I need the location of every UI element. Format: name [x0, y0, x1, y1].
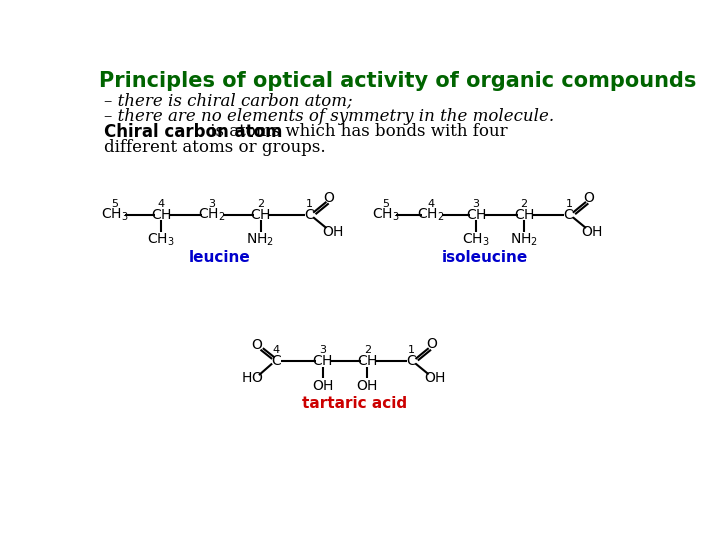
Text: 4: 4 — [158, 199, 165, 209]
Text: isoleucine: isoleucine — [442, 250, 528, 265]
Text: $\mathsf{CH_2}$: $\mathsf{CH_2}$ — [198, 207, 225, 223]
Text: $\mathsf{HO}$: $\mathsf{HO}$ — [241, 371, 264, 385]
Text: $\mathsf{CH}$: $\mathsf{CH}$ — [466, 208, 486, 222]
Text: 1: 1 — [408, 346, 415, 355]
Text: $\mathsf{O}$: $\mathsf{O}$ — [426, 338, 438, 352]
Text: Principles of optical activity of organic compounds: Principles of optical activity of organi… — [99, 71, 697, 91]
Text: $\mathsf{CH}$: $\mathsf{CH}$ — [513, 208, 534, 222]
Text: – there are no elements of symmetry in the molecule.: – there are no elements of symmetry in t… — [104, 108, 554, 125]
Text: $\mathsf{OH}$: $\mathsf{OH}$ — [322, 225, 343, 239]
Text: is atoms which has bonds with four: is atoms which has bonds with four — [204, 123, 508, 140]
Text: $\mathsf{CH}$: $\mathsf{CH}$ — [357, 354, 378, 368]
Text: 4: 4 — [428, 199, 435, 209]
Text: 2: 2 — [257, 199, 264, 209]
Text: $\mathsf{CH}$: $\mathsf{CH}$ — [312, 354, 333, 368]
Text: 1: 1 — [565, 199, 572, 209]
Text: 3: 3 — [319, 346, 326, 355]
Text: $\mathsf{C}$: $\mathsf{C}$ — [406, 354, 417, 368]
Text: $\mathsf{C}$: $\mathsf{C}$ — [271, 354, 282, 368]
Text: $\mathsf{NH_2}$: $\mathsf{NH_2}$ — [510, 231, 538, 248]
Text: $\mathsf{CH_3}$: $\mathsf{CH_3}$ — [462, 231, 490, 248]
Text: – there is chiral carbon atom;: – there is chiral carbon atom; — [104, 92, 353, 110]
Text: 4: 4 — [272, 346, 279, 355]
Text: $\mathsf{O}$: $\mathsf{O}$ — [323, 191, 336, 205]
Text: different atoms or groups.: different atoms or groups. — [104, 139, 325, 156]
Text: 3: 3 — [472, 199, 480, 209]
Text: 2: 2 — [364, 346, 371, 355]
Text: $\mathsf{OH}$: $\mathsf{OH}$ — [356, 379, 379, 393]
Text: $\mathsf{CH_2}$: $\mathsf{CH_2}$ — [418, 207, 445, 223]
Text: $\mathsf{C}$: $\mathsf{C}$ — [304, 208, 315, 222]
Text: $\mathsf{OH}$: $\mathsf{OH}$ — [312, 379, 333, 393]
Text: $\mathsf{OH}$: $\mathsf{OH}$ — [581, 225, 603, 239]
Text: $\mathsf{CH_3}$: $\mathsf{CH_3}$ — [372, 207, 400, 223]
Text: Chiral carbon atom: Chiral carbon atom — [104, 123, 282, 141]
Text: leucine: leucine — [189, 250, 251, 265]
Text: $\mathsf{O}$: $\mathsf{O}$ — [251, 338, 264, 352]
Text: $\mathsf{O}$: $\mathsf{O}$ — [583, 191, 595, 205]
Text: $\mathsf{OH}$: $\mathsf{OH}$ — [424, 371, 446, 385]
Text: 1: 1 — [306, 199, 312, 209]
Text: $\mathsf{NH_2}$: $\mathsf{NH_2}$ — [246, 231, 274, 248]
Text: $\mathsf{CH_3}$: $\mathsf{CH_3}$ — [101, 207, 129, 223]
Text: 5: 5 — [382, 199, 390, 209]
Text: 2: 2 — [521, 199, 528, 209]
Text: $\mathsf{CH}$: $\mathsf{CH}$ — [250, 208, 271, 222]
Text: 5: 5 — [112, 199, 118, 209]
Text: $\mathsf{CH_3}$: $\mathsf{CH_3}$ — [148, 231, 175, 248]
Text: $\mathsf{C}$: $\mathsf{C}$ — [564, 208, 575, 222]
Text: $\mathsf{CH}$: $\mathsf{CH}$ — [151, 208, 171, 222]
Text: tartaric acid: tartaric acid — [302, 396, 408, 411]
Text: 3: 3 — [208, 199, 215, 209]
